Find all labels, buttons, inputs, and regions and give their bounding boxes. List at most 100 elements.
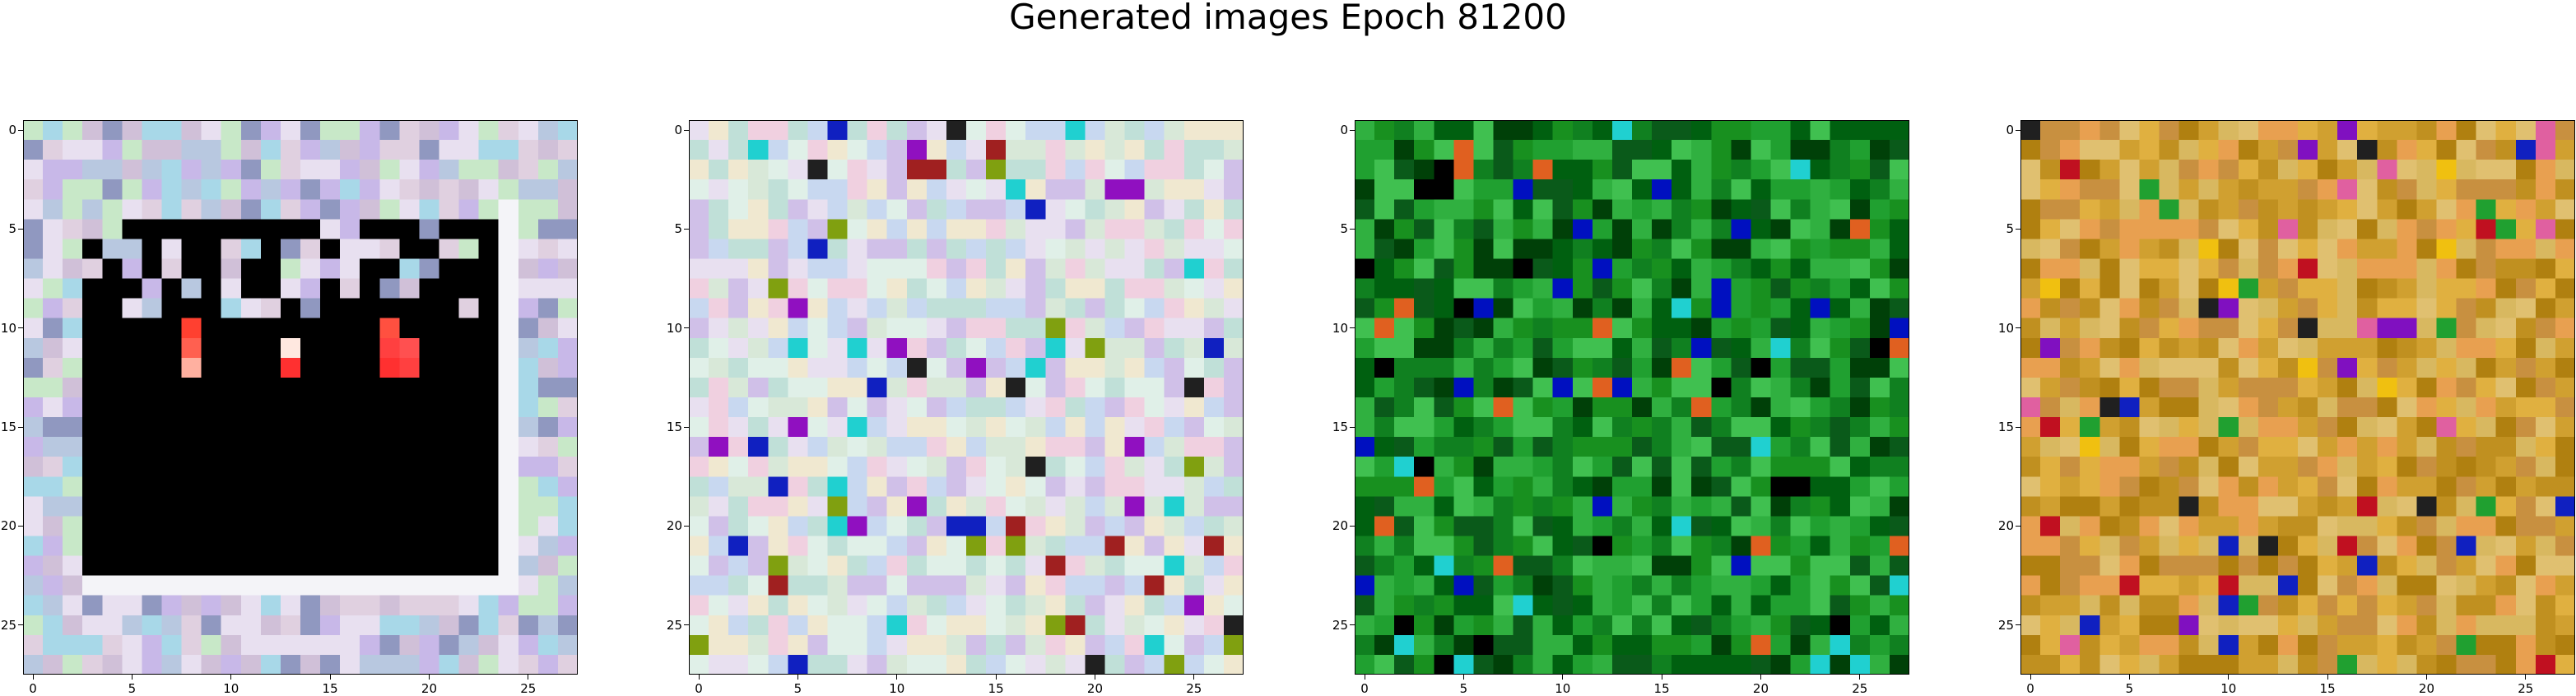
x-tick-mark (1760, 675, 1761, 680)
x-tick-label: 20 (1086, 681, 1103, 696)
y-tick-mark (684, 525, 689, 527)
y-tick-label: 20 (666, 518, 682, 534)
generated-image-panel-2: 0 5 10 15 20 25 0 5 10 15 20 25 (667, 120, 1244, 696)
y-tick-mark (2016, 228, 2020, 230)
y-tick-label: 0 (1340, 123, 1348, 138)
y-tick-mark (18, 327, 23, 329)
generated-image-panel-1: 0 5 10 15 20 25 0 5 10 15 20 25 (1, 120, 578, 696)
generated-image-2 (689, 120, 1244, 675)
y-tick-label: 5 (1340, 221, 1348, 237)
x-tick-mark (896, 675, 898, 680)
x-tick-label: 15 (988, 681, 1004, 696)
x-tick-mark (230, 675, 232, 680)
x-tick-label: 0 (695, 681, 703, 696)
y-tick-label: 0 (2006, 123, 2014, 138)
x-tick-label: 0 (29, 681, 37, 696)
x-tick-mark (2128, 675, 2130, 680)
x-tick-label: 25 (1186, 681, 1202, 696)
generated-image-panel-3: 0 5 10 15 20 25 0 5 10 15 20 25 (1332, 120, 1909, 696)
x-tick-label: 5 (793, 681, 802, 696)
x-tick-mark (2327, 675, 2328, 680)
y-tick-mark (2016, 525, 2020, 527)
y-tick-mark (684, 228, 689, 230)
x-tick-mark (1193, 675, 1195, 680)
y-tick-mark (1350, 426, 1355, 428)
y-tick-label: 25 (1997, 617, 2014, 633)
x-tick-label: 20 (1752, 681, 1769, 696)
x-tick-label: 5 (1459, 681, 1468, 696)
y-tick-label: 20 (0, 518, 16, 534)
y-tick-label: 5 (2006, 221, 2014, 237)
x-tick-label: 0 (1360, 681, 1369, 696)
x-tick-mark (797, 675, 798, 680)
y-tick-label: 10 (1997, 320, 2014, 336)
y-tick-label: 15 (1997, 420, 2014, 435)
y-tick-label: 15 (0, 420, 16, 435)
y-tick-mark (18, 426, 23, 428)
x-tick-label: 10 (2220, 681, 2237, 696)
y-tick-label: 0 (674, 123, 682, 138)
x-tick-mark (329, 675, 331, 680)
generated-image-4 (2020, 120, 2575, 675)
x-tick-label: 10 (889, 681, 905, 696)
generated-image-panel-4: 0 5 10 15 20 25 0 5 10 15 20 25 (1998, 120, 2575, 696)
x-tick-mark (428, 675, 430, 680)
y-tick-mark (2016, 426, 2020, 428)
x-tick-label: 25 (520, 681, 537, 696)
y-tick-mark (1350, 327, 1355, 329)
x-tick-label: 20 (421, 681, 437, 696)
x-tick-mark (1562, 675, 1564, 680)
x-tick-label: 0 (2026, 681, 2034, 696)
y-tick-mark (684, 426, 689, 428)
x-tick-mark (995, 675, 997, 680)
x-tick-label: 25 (1852, 681, 1868, 696)
y-tick-mark (2016, 129, 2020, 131)
y-tick-mark (1350, 228, 1355, 230)
x-tick-label: 10 (223, 681, 239, 696)
y-tick-label: 20 (1997, 518, 2014, 534)
x-tick-label: 10 (1555, 681, 1571, 696)
x-tick-mark (2030, 675, 2031, 680)
x-tick-mark (1859, 675, 1861, 680)
y-tick-mark (684, 624, 689, 626)
y-tick-label: 5 (674, 221, 682, 237)
x-tick-mark (698, 675, 700, 680)
generated-image-1 (23, 120, 578, 675)
x-tick-label: 15 (322, 681, 338, 696)
x-tick-mark (2228, 675, 2230, 680)
x-tick-mark (1462, 675, 1464, 680)
y-tick-label: 20 (1332, 518, 1348, 534)
y-tick-label: 10 (0, 320, 16, 336)
y-tick-mark (18, 624, 23, 626)
y-tick-label: 5 (8, 221, 16, 237)
x-tick-label: 15 (1653, 681, 1670, 696)
x-tick-label: 5 (128, 681, 137, 696)
y-tick-mark (1350, 624, 1355, 626)
y-tick-label: 0 (8, 123, 16, 138)
y-tick-label: 10 (666, 320, 682, 336)
y-tick-mark (1350, 525, 1355, 527)
x-tick-mark (2425, 675, 2427, 680)
y-tick-label: 25 (666, 617, 682, 633)
x-tick-label: 20 (2418, 681, 2434, 696)
y-tick-label: 25 (0, 617, 16, 633)
y-tick-mark (2016, 624, 2020, 626)
y-tick-label: 10 (1332, 320, 1348, 336)
y-tick-mark (2016, 327, 2020, 329)
x-tick-mark (131, 675, 133, 680)
x-tick-label: 15 (2319, 681, 2336, 696)
y-tick-label: 15 (1332, 420, 1348, 435)
generated-image-3 (1355, 120, 1909, 675)
y-tick-mark (684, 129, 689, 131)
x-tick-label: 25 (2518, 681, 2534, 696)
figure-title: Generated images Epoch 81200 (1009, 0, 1567, 37)
y-tick-mark (18, 129, 23, 131)
y-tick-label: 15 (666, 420, 682, 435)
x-tick-mark (2525, 675, 2527, 680)
y-tick-mark (1350, 129, 1355, 131)
x-tick-label: 5 (2125, 681, 2134, 696)
y-tick-mark (18, 228, 23, 230)
y-tick-mark (684, 327, 689, 329)
x-tick-mark (32, 675, 34, 680)
y-tick-mark (18, 525, 23, 527)
